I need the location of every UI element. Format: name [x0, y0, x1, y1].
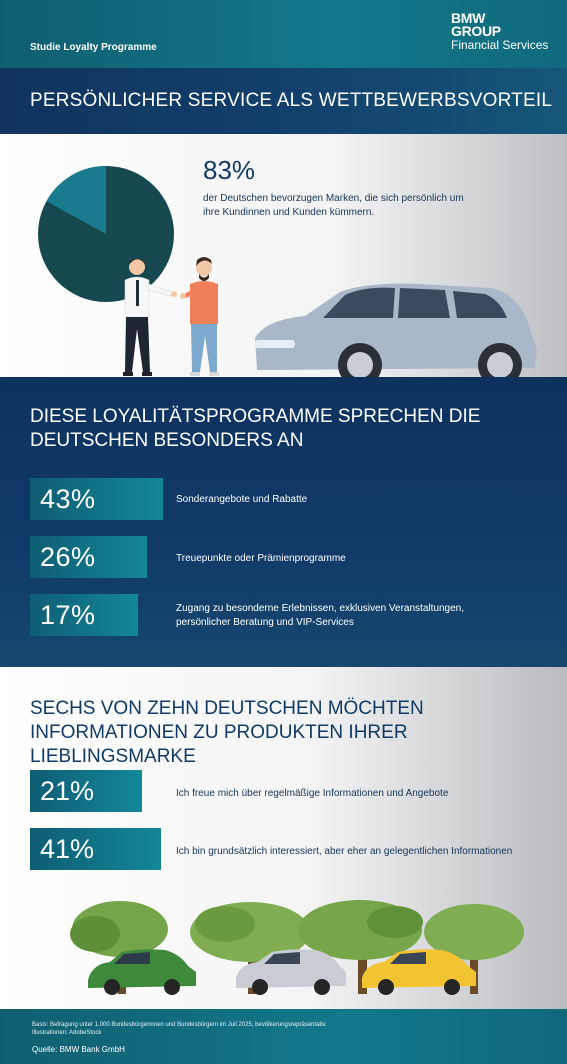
footer-notes: Basis: Befragung unter 1.000 Bundesbürge…: [32, 1021, 532, 1037]
loyalty-bar-1-value: 43%: [40, 484, 96, 514]
brand-line-1: BMW: [451, 10, 486, 26]
people-illustration: [123, 257, 219, 376]
section1-title: PERSÖNLICHER SERVICE ALS WETTBEWERBSVORT…: [30, 90, 553, 111]
loyalty-bar-2: 26%: [30, 536, 147, 578]
brand-line-2: GROUP: [451, 23, 501, 39]
section2-title: DIESE LOYALITÄTSPROGRAMME SPRECHEN DIE D…: [30, 406, 481, 451]
footer-basis: Basis: Befragung unter 1.000 Bundesbürge…: [32, 1022, 327, 1028]
man-in-shirt-icon: [123, 258, 177, 376]
stat-value: 83%: [203, 155, 256, 185]
stat-text: der Deutschen bevorzugen Marken, die sic…: [203, 193, 464, 218]
brand-line-3: Financial Services: [451, 38, 549, 52]
loyalty-bar-3-value: 17%: [40, 600, 96, 630]
man-in-orange-icon: [180, 257, 219, 376]
loyalty-bar-2-value: 26%: [40, 542, 96, 572]
pie-slice-minority: [46, 166, 106, 234]
section1-title-band: PERSÖNLICHER SERVICE ALS WETTBEWERBSVORT…: [0, 68, 567, 134]
yellow-car-icon: [362, 949, 476, 995]
section3-title: SECHS VON ZEHN DEUTSCHEN MÖCHTEN INFORMA…: [30, 698, 424, 767]
silver-car-icon: [236, 949, 346, 995]
green-car-icon: [88, 949, 196, 995]
loyalty-bar-3-label: Zugang zu besonderne Erlebnissen, exklus…: [176, 603, 464, 628]
trees-and-cars-illustration: [70, 900, 524, 995]
info-bar-2: 41%: [30, 828, 161, 870]
footer-bar: Basis: Befragung unter 1.000 Bundesbürge…: [0, 1009, 567, 1064]
loyalty-bar-1: 43%: [30, 478, 163, 520]
brand-logo: BMW GROUP Financial Services: [451, 10, 551, 52]
header-bar: Studie Loyalty Programme BMW GROUP Finan…: [0, 0, 567, 68]
footer-source: Quelle: BMW Bank GmbH: [32, 1045, 125, 1054]
loyalty-programmes-section: DIESE LOYALITÄTSPROGRAMME SPRECHEN DIE D…: [0, 377, 567, 667]
info-bar-1-value: 21%: [40, 776, 95, 806]
footer-illustrations: Illustrationen: AdobeStock: [32, 1030, 102, 1036]
info-bar-2-label: Ich bin grundsätzlich interessiert, aber…: [176, 846, 513, 857]
info-bar-2-value: 41%: [40, 834, 95, 864]
loyalty-bar-2-label: Treuepunkte oder Prämienprogramme: [176, 553, 346, 564]
program-label: Studie Loyalty Programme: [30, 42, 157, 53]
car-illustration: [255, 283, 537, 387]
loyalty-bar-3: 17%: [30, 594, 138, 636]
loyalty-bar-1-label: Sonderangebote und Rabatte: [176, 494, 308, 505]
info-bar-1-label: Ich freue mich über regelmäßige Informat…: [176, 788, 449, 799]
info-bar-1: 21%: [30, 770, 142, 812]
